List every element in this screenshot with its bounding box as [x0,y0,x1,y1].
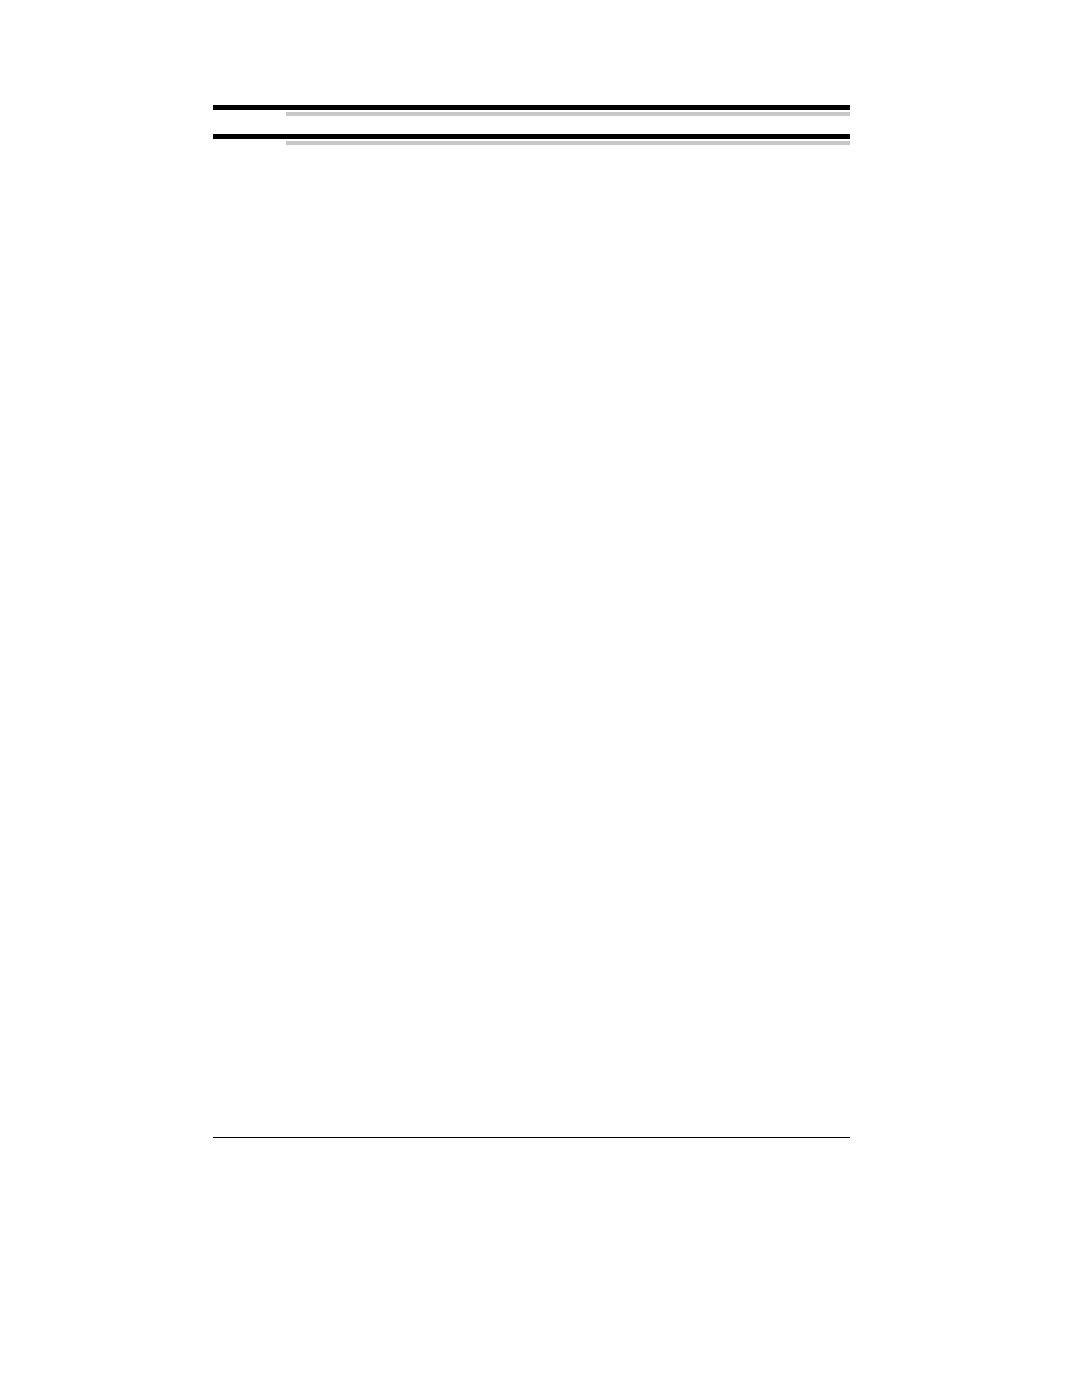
timing-diagram [286,155,850,360]
footer-rule [213,1137,850,1138]
param-specs-h19 [286,112,850,116]
param-specs-h20 [286,141,850,145]
